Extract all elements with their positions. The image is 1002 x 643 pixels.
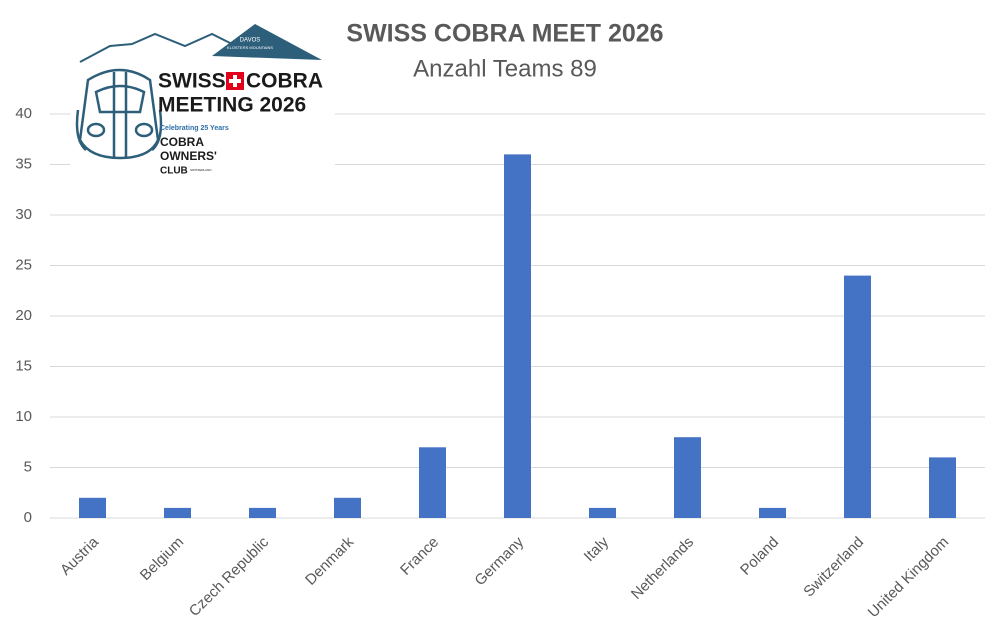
bar xyxy=(504,154,531,518)
chart-title: SWISS COBRA MEET 2026 xyxy=(346,20,663,48)
x-tick-label: Austria xyxy=(57,533,102,578)
logo-roof xyxy=(212,24,322,60)
logo: DAVOS KLOSTERS MOUNTAINS SWISS COBRA MEE… xyxy=(70,20,335,190)
y-tick-label: 20 xyxy=(15,307,32,324)
logo-text: COBRA xyxy=(246,70,323,93)
logo-text: KLOSTERS MOUNTAINS xyxy=(227,45,273,50)
x-tick-label: United Kingdom xyxy=(865,534,952,621)
y-tick-label: 0 xyxy=(24,509,32,526)
bar xyxy=(759,507,786,518)
bar xyxy=(674,437,701,518)
y-tick-label: 25 xyxy=(15,256,32,273)
y-tick-label: 15 xyxy=(15,357,32,374)
x-tick-label: Belgium xyxy=(137,534,187,584)
logo-text: CLUB xyxy=(160,166,188,177)
y-tick-label: 35 xyxy=(15,155,32,172)
logo-text: SWISS xyxy=(158,70,226,93)
chart-subtitle: Anzahl Teams 89 xyxy=(413,55,597,82)
bar xyxy=(249,507,276,518)
bar xyxy=(334,497,361,518)
x-tick-label: Germany xyxy=(471,533,527,589)
bar xyxy=(929,457,956,518)
x-tick-label: Czech Republic xyxy=(186,533,273,620)
y-tick-label: 10 xyxy=(15,408,32,425)
x-tick-label: France xyxy=(397,534,442,579)
y-tick-label: 30 xyxy=(15,206,32,223)
bar xyxy=(589,507,616,518)
logo-text: Celebrating 25 Years xyxy=(160,125,229,132)
x-tick-label: Italy xyxy=(581,533,613,565)
bar xyxy=(164,507,191,518)
x-tick-label: Switzerland xyxy=(800,534,867,601)
logo-car xyxy=(75,68,163,160)
logo-text: OWNERS' xyxy=(160,149,217,163)
logo-mountains xyxy=(79,32,233,63)
x-tick-label: Denmark xyxy=(302,533,357,588)
logo-text: MEETING 2026 xyxy=(158,94,306,117)
x-tick-label: Poland xyxy=(737,534,782,579)
y-tick-label: 40 xyxy=(15,105,32,122)
logo-flag-cross xyxy=(229,79,241,83)
logo-text: SWITZERLAND xyxy=(190,168,212,172)
logo-text: COBRA xyxy=(160,135,204,149)
x-tick-label: Netherlands xyxy=(628,534,697,603)
y-tick-label: 5 xyxy=(24,458,32,475)
bar xyxy=(79,497,106,518)
logo-text: DAVOS xyxy=(240,38,261,44)
bar xyxy=(419,447,446,518)
bar xyxy=(844,275,871,518)
